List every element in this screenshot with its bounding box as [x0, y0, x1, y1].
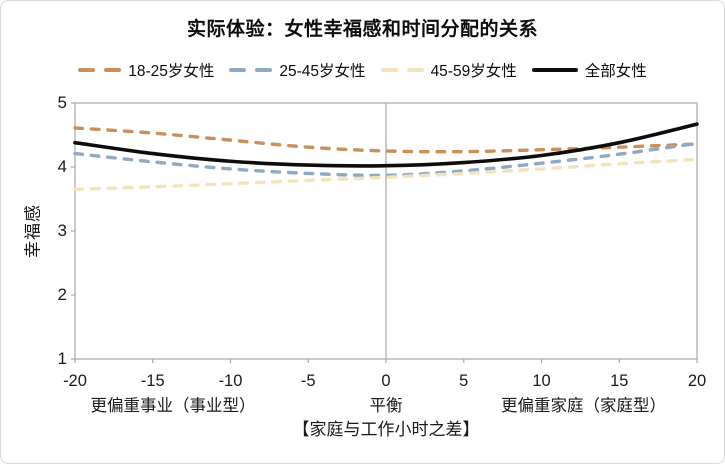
- series-line-1: [73, 141, 699, 178]
- legend-dash-swatch: [380, 67, 424, 73]
- legend-item-0: 18-25岁女性: [78, 59, 214, 81]
- y-tick-label: 5: [57, 93, 67, 112]
- legend-dash: [380, 67, 398, 73]
- legend-dash: [104, 67, 122, 73]
- legend-item-label: 18-25岁女性: [128, 63, 215, 80]
- legend-item-2: 45-59岁女性: [380, 59, 517, 81]
- legend-line: [531, 68, 578, 72]
- x-zone-label: 更偏重家庭（家庭型）: [500, 397, 666, 415]
- series-line-0: [73, 126, 699, 154]
- chart-title: 实际体验：女性幸福感和时间分配的关系: [186, 19, 538, 40]
- legend-dash: [78, 67, 96, 73]
- x-tick-label: -5: [300, 372, 316, 390]
- series-line-2: [73, 157, 699, 192]
- legend-dash-swatch: [78, 67, 122, 73]
- x-zone-label: 更偏重事业（事业型）: [90, 397, 256, 415]
- legend-dash: [406, 67, 424, 73]
- x-tick-label: -20: [63, 372, 87, 390]
- legend-item-label: 45-59岁女性: [430, 63, 517, 80]
- legend-item-3: 全部女性: [531, 59, 647, 81]
- legend-item-label: 25-45岁女性: [279, 63, 366, 80]
- legend-dash: [255, 67, 273, 73]
- x-tick-label: 10: [532, 372, 551, 390]
- x-tick-label: 0: [381, 372, 391, 390]
- legend-dash-swatch: [229, 67, 273, 73]
- y-tick-label: 1: [57, 349, 67, 368]
- legend-item-1: 25-45岁女性: [229, 59, 366, 81]
- x-tick-label: 15: [610, 372, 629, 390]
- x-tick-label: 20: [687, 372, 707, 390]
- series-line-3: [73, 122, 699, 168]
- y-tick-label: 3: [57, 221, 67, 240]
- x-axis-title: 【家庭与工作小时之差】: [292, 420, 480, 439]
- legend-solid-line-swatch: [531, 68, 578, 72]
- y-axis-title: 幸福感: [23, 204, 43, 258]
- y-tick-label: 4: [57, 157, 67, 176]
- x-zone-label: 平衡: [369, 397, 403, 415]
- legend-dash: [229, 67, 247, 73]
- legend: 18-25岁女性 25-45岁女性 45-59岁女性 全部女性: [1, 58, 724, 82]
- x-tick-label: 5: [459, 372, 469, 390]
- x-tick-label: -15: [140, 372, 165, 390]
- y-tick-label: 2: [57, 285, 67, 304]
- legend-item-label: 全部女性: [584, 63, 647, 80]
- x-tick-label: -10: [218, 372, 243, 390]
